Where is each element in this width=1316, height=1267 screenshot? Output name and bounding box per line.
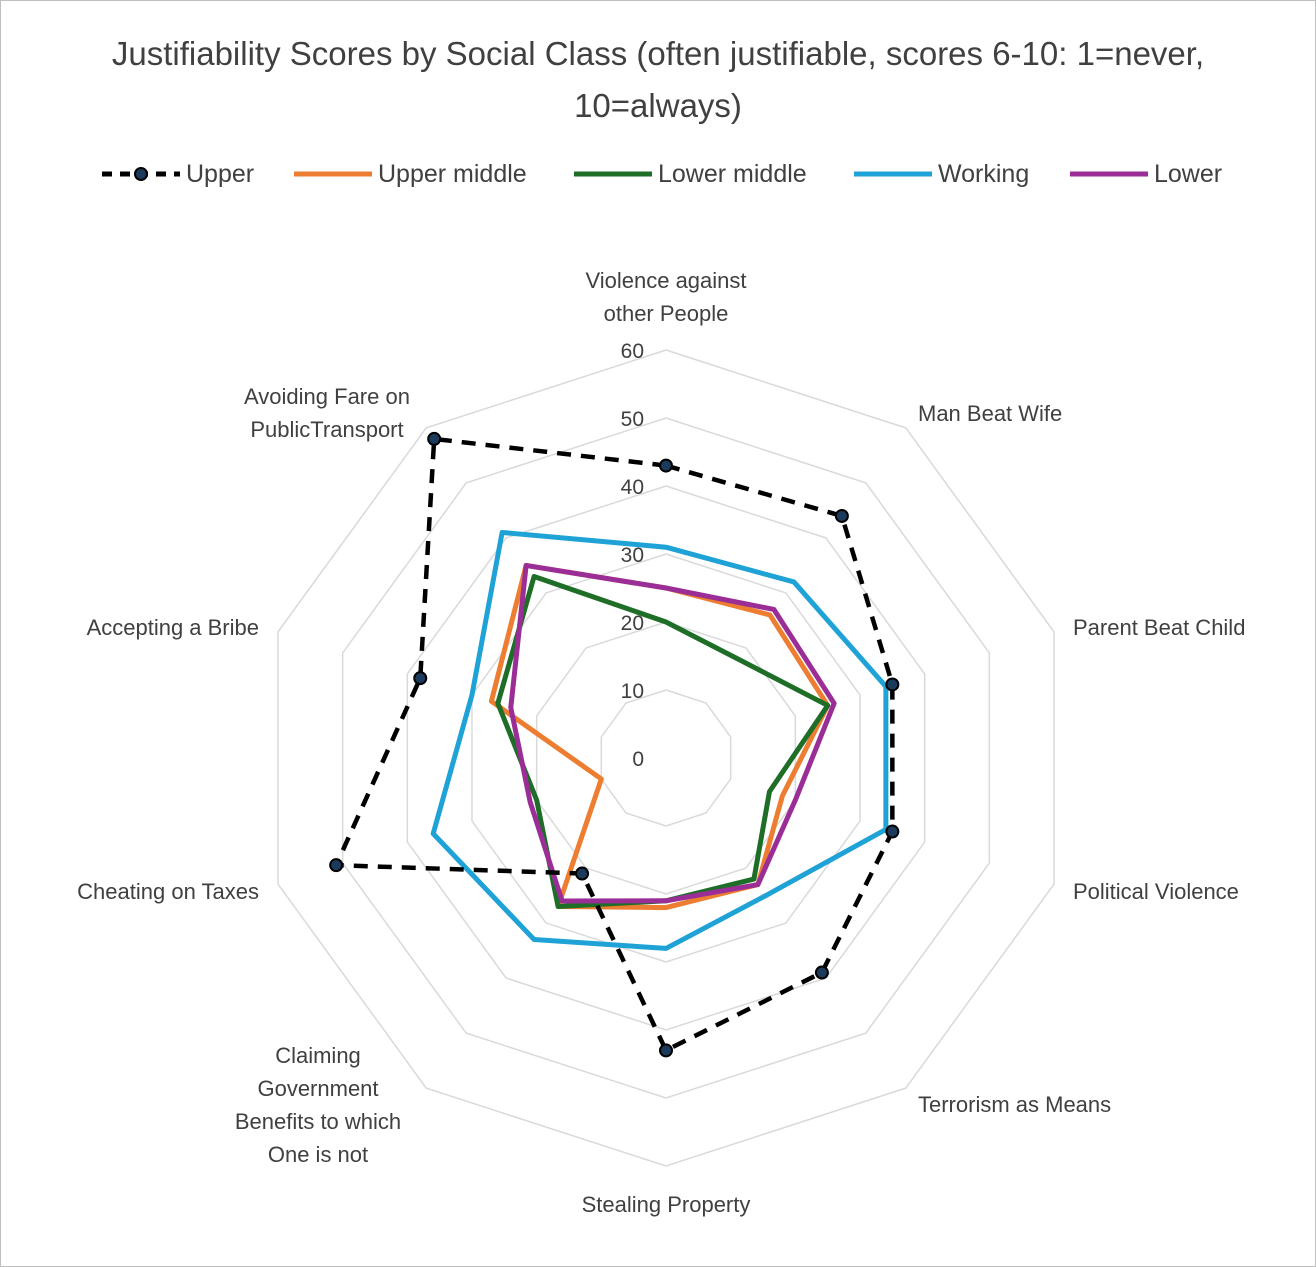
series-line-upper-middle xyxy=(488,562,831,911)
tick-label: 60 xyxy=(621,340,644,363)
legend-swatch xyxy=(1070,171,1148,177)
grid-ring xyxy=(600,689,732,827)
legend-label: Upper middle xyxy=(378,159,527,188)
grid-ring xyxy=(277,349,1055,1167)
grid-ring xyxy=(471,553,861,963)
series-line-lower xyxy=(508,562,837,904)
series-line-working xyxy=(430,529,889,951)
legend-label: Lower middle xyxy=(658,159,807,188)
legend-item: Lower xyxy=(1068,150,1222,198)
legend-swatch xyxy=(294,171,372,177)
category-label: Parent Beat Child xyxy=(1073,615,1245,640)
chart-title: Justifiability Scores by Social Class (o… xyxy=(111,35,1205,124)
tick-label: 0 xyxy=(632,748,644,771)
tick-label: 30 xyxy=(621,544,644,567)
data-point xyxy=(659,1043,673,1058)
grid-ring xyxy=(341,417,991,1099)
legend-item: Working xyxy=(852,150,1029,198)
data-point xyxy=(885,824,900,839)
legend-item: Upper xyxy=(100,150,254,198)
data-point xyxy=(575,866,590,881)
tick-label: 10 xyxy=(621,680,644,703)
data-point xyxy=(329,858,344,873)
category-label: Cheating on Taxes xyxy=(77,879,259,904)
legend-label: Working xyxy=(938,159,1030,188)
data-point xyxy=(427,431,442,446)
tick-label: 50 xyxy=(621,408,644,431)
grid-ring xyxy=(406,485,926,1031)
category-label: Terrorism as Means xyxy=(918,1092,1111,1117)
category-label: Claiming Government Benefits to which One i… xyxy=(235,1043,401,1167)
data-point xyxy=(834,508,849,523)
data-point xyxy=(659,458,673,473)
legend-swatch xyxy=(102,167,180,181)
legend-label: Upper xyxy=(186,159,255,188)
tick-label: 20 xyxy=(621,612,644,635)
data-point xyxy=(413,671,428,686)
legend-item: Lower middle xyxy=(572,150,807,198)
radar-grid xyxy=(277,349,1055,1167)
category-label: Stealing Property xyxy=(582,1192,751,1217)
series-line-upper xyxy=(333,436,895,1053)
data-point xyxy=(885,677,900,692)
tick-label: 40 xyxy=(621,476,644,499)
category-label: Violence against other People xyxy=(585,268,746,326)
category-label: Avoiding Fare on PublicTransport xyxy=(244,384,410,442)
legend-item: Upper middle xyxy=(292,150,527,198)
grid-ring xyxy=(535,621,797,895)
legend-swatch xyxy=(574,171,652,177)
data-point xyxy=(814,965,829,980)
legend: Upper Upper middle Lower middle Working Lowe… xyxy=(0,150,1316,198)
category-label: Accepting a Bribe xyxy=(87,615,259,640)
category-label: Man Beat Wife xyxy=(918,401,1062,426)
legend-swatch xyxy=(854,171,932,177)
category-label: Political Violence xyxy=(1073,879,1239,904)
legend-label: Lower xyxy=(1154,159,1223,188)
